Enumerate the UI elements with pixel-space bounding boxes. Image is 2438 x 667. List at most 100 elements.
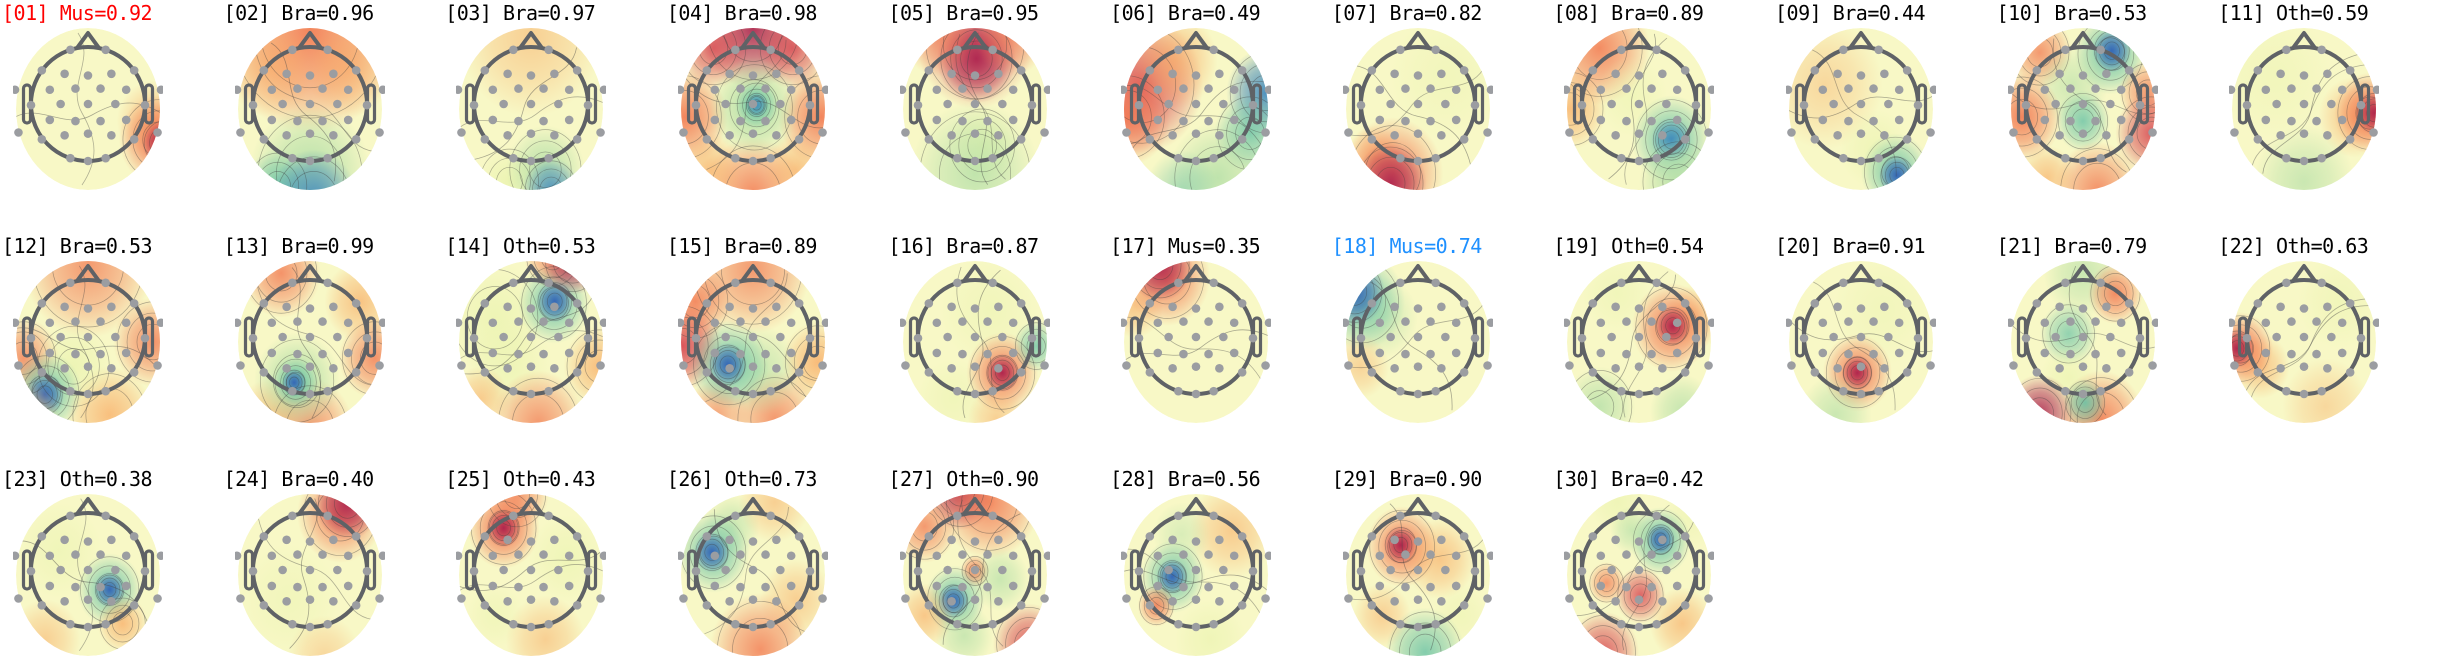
nose-icon — [75, 264, 101, 283]
topomap[interactable] — [456, 25, 607, 193]
topomap[interactable] — [1342, 491, 1493, 659]
topomap[interactable] — [1564, 25, 1715, 193]
component-title[interactable]: [07] Bra=0.82 — [1331, 1, 1483, 25]
topomap[interactable] — [1564, 491, 1715, 659]
topomap[interactable] — [13, 491, 163, 659]
component-title[interactable]: [18] Mus=0.74 — [1331, 234, 1483, 258]
ica-component-cell[interactable]: [28] Bra=0.56 — [1108, 466, 1330, 667]
ica-component-cell[interactable]: [16] Bra=0.87 — [887, 233, 1109, 466]
ica-component-cell[interactable]: [04] Bra=0.98 — [665, 0, 887, 233]
ica-component-cell[interactable]: [26] Oth=0.73 — [665, 466, 887, 667]
topomap[interactable] — [13, 258, 163, 426]
component-title[interactable]: [09] Bra=0.44 — [1775, 1, 1926, 25]
ica-component-cell[interactable]: [22] Oth=0.63 — [2216, 233, 2438, 466]
component-title[interactable]: [17] Mus=0.35 — [1110, 234, 1261, 258]
component-title[interactable]: [19] Oth=0.54 — [1553, 234, 1704, 258]
component-title[interactable]: [29] Bra=0.90 — [1331, 467, 1483, 491]
component-title[interactable]: [20] Bra=0.91 — [1775, 234, 1926, 258]
topomap[interactable] — [2229, 25, 2380, 193]
component-title[interactable]: [27] Oth=0.90 — [888, 467, 1040, 491]
ica-component-cell[interactable]: [25] Oth=0.43 — [443, 466, 665, 667]
ica-component-cell[interactable]: [21] Bra=0.79 — [1995, 233, 2217, 466]
component-title[interactable]: [24] Bra=0.40 — [223, 467, 375, 491]
ica-component-cell[interactable]: [11] Oth=0.59 — [2216, 0, 2438, 233]
ica-component-cell[interactable]: [02] Bra=0.96 — [222, 0, 444, 233]
topomap[interactable] — [1342, 25, 1493, 193]
topomap[interactable] — [1121, 491, 1272, 659]
ica-component-cell[interactable]: [27] Oth=0.90 — [887, 466, 1109, 667]
ica-component-cell[interactable]: [14] Oth=0.53 — [443, 233, 665, 466]
ica-component-cell[interactable]: [15] Bra=0.89 — [665, 233, 887, 466]
field-map — [680, 28, 825, 190]
component-title[interactable]: [21] Bra=0.79 — [1996, 234, 2148, 258]
ica-component-cell[interactable]: [12] Bra=0.53 — [0, 233, 222, 466]
component-title[interactable]: [01] Mus=0.92 — [2, 1, 153, 25]
topomap[interactable] — [677, 258, 828, 426]
topomap[interactable] — [1786, 25, 1936, 193]
ica-component-cell[interactable]: [30] Bra=0.42 — [1551, 466, 1773, 667]
topomap[interactable] — [899, 25, 1050, 193]
topomap[interactable] — [13, 25, 163, 193]
ica-component-cell[interactable]: [03] Bra=0.97 — [443, 0, 665, 233]
component-title[interactable]: [26] Oth=0.73 — [666, 467, 818, 491]
topomap[interactable] — [899, 491, 1050, 659]
topomap[interactable] — [234, 25, 385, 193]
topomap[interactable] — [1121, 25, 1272, 193]
ica-component-cell[interactable]: [29] Bra=0.90 — [1330, 466, 1552, 667]
ica-component-cell[interactable]: [17] Mus=0.35 — [1108, 233, 1330, 466]
field-map — [1345, 28, 1490, 190]
component-title[interactable]: [08] Bra=0.89 — [1553, 1, 1704, 25]
ica-component-cell[interactable]: [07] Bra=0.82 — [1330, 0, 1552, 233]
nose-icon — [1848, 31, 1874, 50]
ica-component-cell[interactable]: [01] Mus=0.92 — [0, 0, 222, 233]
ica-component-cell[interactable]: [20] Bra=0.91 — [1773, 233, 1995, 466]
component-title[interactable]: [02] Bra=0.96 — [223, 1, 375, 25]
component-title[interactable]: [11] Oth=0.59 — [2218, 1, 2369, 25]
topomap[interactable] — [234, 258, 385, 426]
ica-component-cell[interactable]: [08] Bra=0.89 — [1551, 0, 1773, 233]
ica-component-cell[interactable]: [24] Bra=0.40 — [222, 466, 444, 667]
topomap[interactable] — [456, 258, 607, 426]
topomap[interactable] — [234, 491, 385, 659]
component-title[interactable]: [05] Bra=0.95 — [888, 1, 1040, 25]
electrode-dots — [899, 511, 1050, 632]
field-map — [1789, 28, 1933, 190]
topomap[interactable] — [2007, 25, 2158, 193]
component-title[interactable]: [12] Bra=0.53 — [2, 234, 153, 258]
topomap[interactable] — [899, 258, 1050, 426]
topomap[interactable] — [1564, 258, 1715, 426]
topomap[interactable] — [2229, 258, 2380, 426]
component-title[interactable]: [14] Oth=0.53 — [445, 234, 596, 258]
topomap[interactable] — [1786, 258, 1936, 426]
component-title[interactable]: [23] Oth=0.38 — [2, 467, 153, 491]
ica-component-cell[interactable]: [06] Bra=0.49 — [1108, 0, 1330, 233]
field-map — [237, 494, 382, 656]
component-title[interactable]: [13] Bra=0.99 — [223, 234, 375, 258]
component-title[interactable]: [25] Oth=0.43 — [445, 467, 596, 491]
ica-component-cell[interactable]: [19] Oth=0.54 — [1551, 233, 1773, 466]
component-title[interactable]: [04] Bra=0.98 — [666, 1, 818, 25]
topomap[interactable] — [1121, 258, 1272, 426]
topomap[interactable] — [677, 25, 828, 193]
nose-icon — [75, 497, 101, 516]
component-title[interactable]: [22] Oth=0.63 — [2218, 234, 2369, 258]
component-title[interactable]: [15] Bra=0.89 — [666, 234, 818, 258]
electrode-dots — [456, 511, 607, 632]
ica-component-cell[interactable]: [23] Oth=0.38 — [0, 466, 222, 667]
component-title[interactable]: [03] Bra=0.97 — [445, 1, 596, 25]
ica-component-cell[interactable]: [13] Bra=0.99 — [222, 233, 444, 466]
topomap[interactable] — [1342, 258, 1493, 426]
ica-component-cell[interactable]: [09] Bra=0.44 — [1773, 0, 1995, 233]
component-title[interactable]: [10] Bra=0.53 — [1996, 1, 2148, 25]
component-title[interactable]: [30] Bra=0.42 — [1553, 467, 1704, 491]
ica-component-cell[interactable]: [18] Mus=0.74 — [1330, 233, 1552, 466]
ica-component-cell[interactable]: [10] Bra=0.53 — [1995, 0, 2217, 233]
component-title[interactable]: [16] Bra=0.87 — [888, 234, 1040, 258]
nose-icon — [1183, 264, 1209, 283]
ica-component-cell[interactable]: [05] Bra=0.95 — [887, 0, 1109, 233]
topomap[interactable] — [456, 491, 607, 659]
component-title[interactable]: [06] Bra=0.49 — [1110, 1, 1261, 25]
component-title[interactable]: [28] Bra=0.56 — [1110, 467, 1261, 491]
topomap[interactable] — [677, 491, 828, 659]
topomap[interactable] — [2007, 258, 2158, 426]
